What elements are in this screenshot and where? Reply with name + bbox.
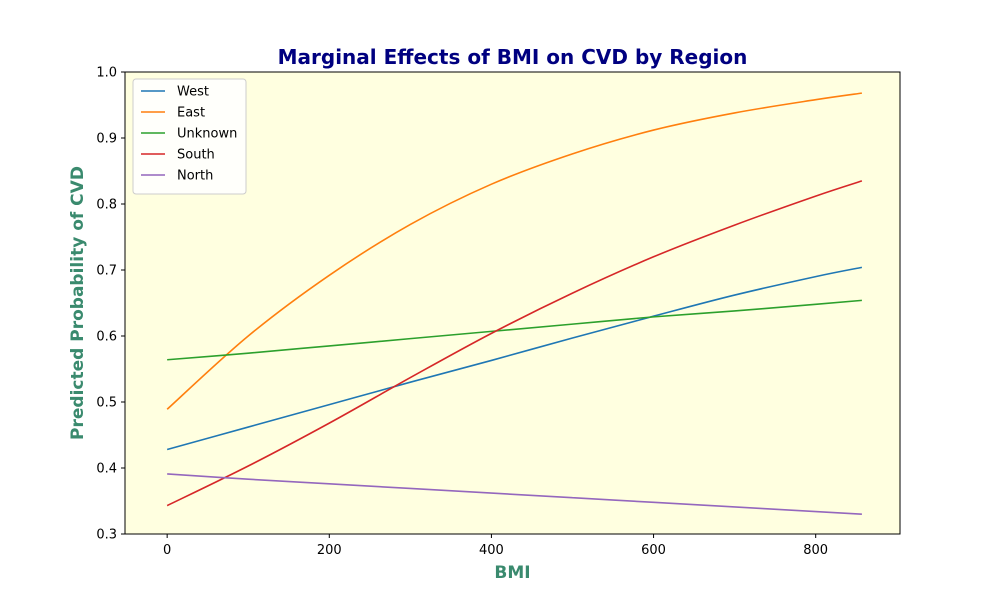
legend-label: North	[177, 169, 213, 184]
legend-label: Unknown	[177, 127, 237, 142]
legend: West East Unknown South North	[132, 78, 247, 195]
legend-box	[132, 78, 247, 195]
series-line-east	[166, 92, 863, 410]
series-line-west	[166, 266, 863, 451]
x-tick-label: 0	[163, 543, 171, 558]
x-axis-ticks: 0 200 400 600 800	[163, 534, 828, 558]
x-tick-label: 200	[317, 543, 342, 558]
legend-label: South	[177, 148, 215, 163]
series-line-unknown	[167, 299, 862, 361]
y-tick-label: 0.6	[96, 330, 117, 345]
y-axis-ticks: 0.3 0.4 0.5 0.6 0.7 0.8 0.9 1.0	[96, 66, 125, 543]
x-tick-label: 800	[803, 543, 828, 558]
y-tick-label: 0.9	[96, 132, 117, 147]
series-line-north	[167, 473, 862, 515]
series-line-south	[166, 180, 863, 507]
y-tick-label: 0.5	[96, 396, 117, 411]
y-axis-label: Predicted Probability of CVD	[68, 166, 88, 440]
legend-label: West	[177, 85, 209, 100]
plot-area	[125, 72, 900, 534]
chart-title: Marginal Effects of BMI on CVD by Region	[278, 45, 748, 69]
series-layer	[166, 92, 863, 515]
y-tick-label: 0.4	[96, 462, 117, 477]
plot-frame	[124, 71, 901, 535]
x-tick-label: 600	[641, 543, 666, 558]
y-tick-label: 0.3	[96, 528, 117, 543]
x-tick-label: 400	[479, 543, 504, 558]
y-tick-label: 0.7	[96, 264, 117, 279]
x-axis-label: BMI	[494, 563, 530, 583]
y-tick-label: 1.0	[96, 66, 117, 81]
legend-label: East	[177, 106, 205, 121]
y-tick-label: 0.8	[96, 198, 117, 213]
